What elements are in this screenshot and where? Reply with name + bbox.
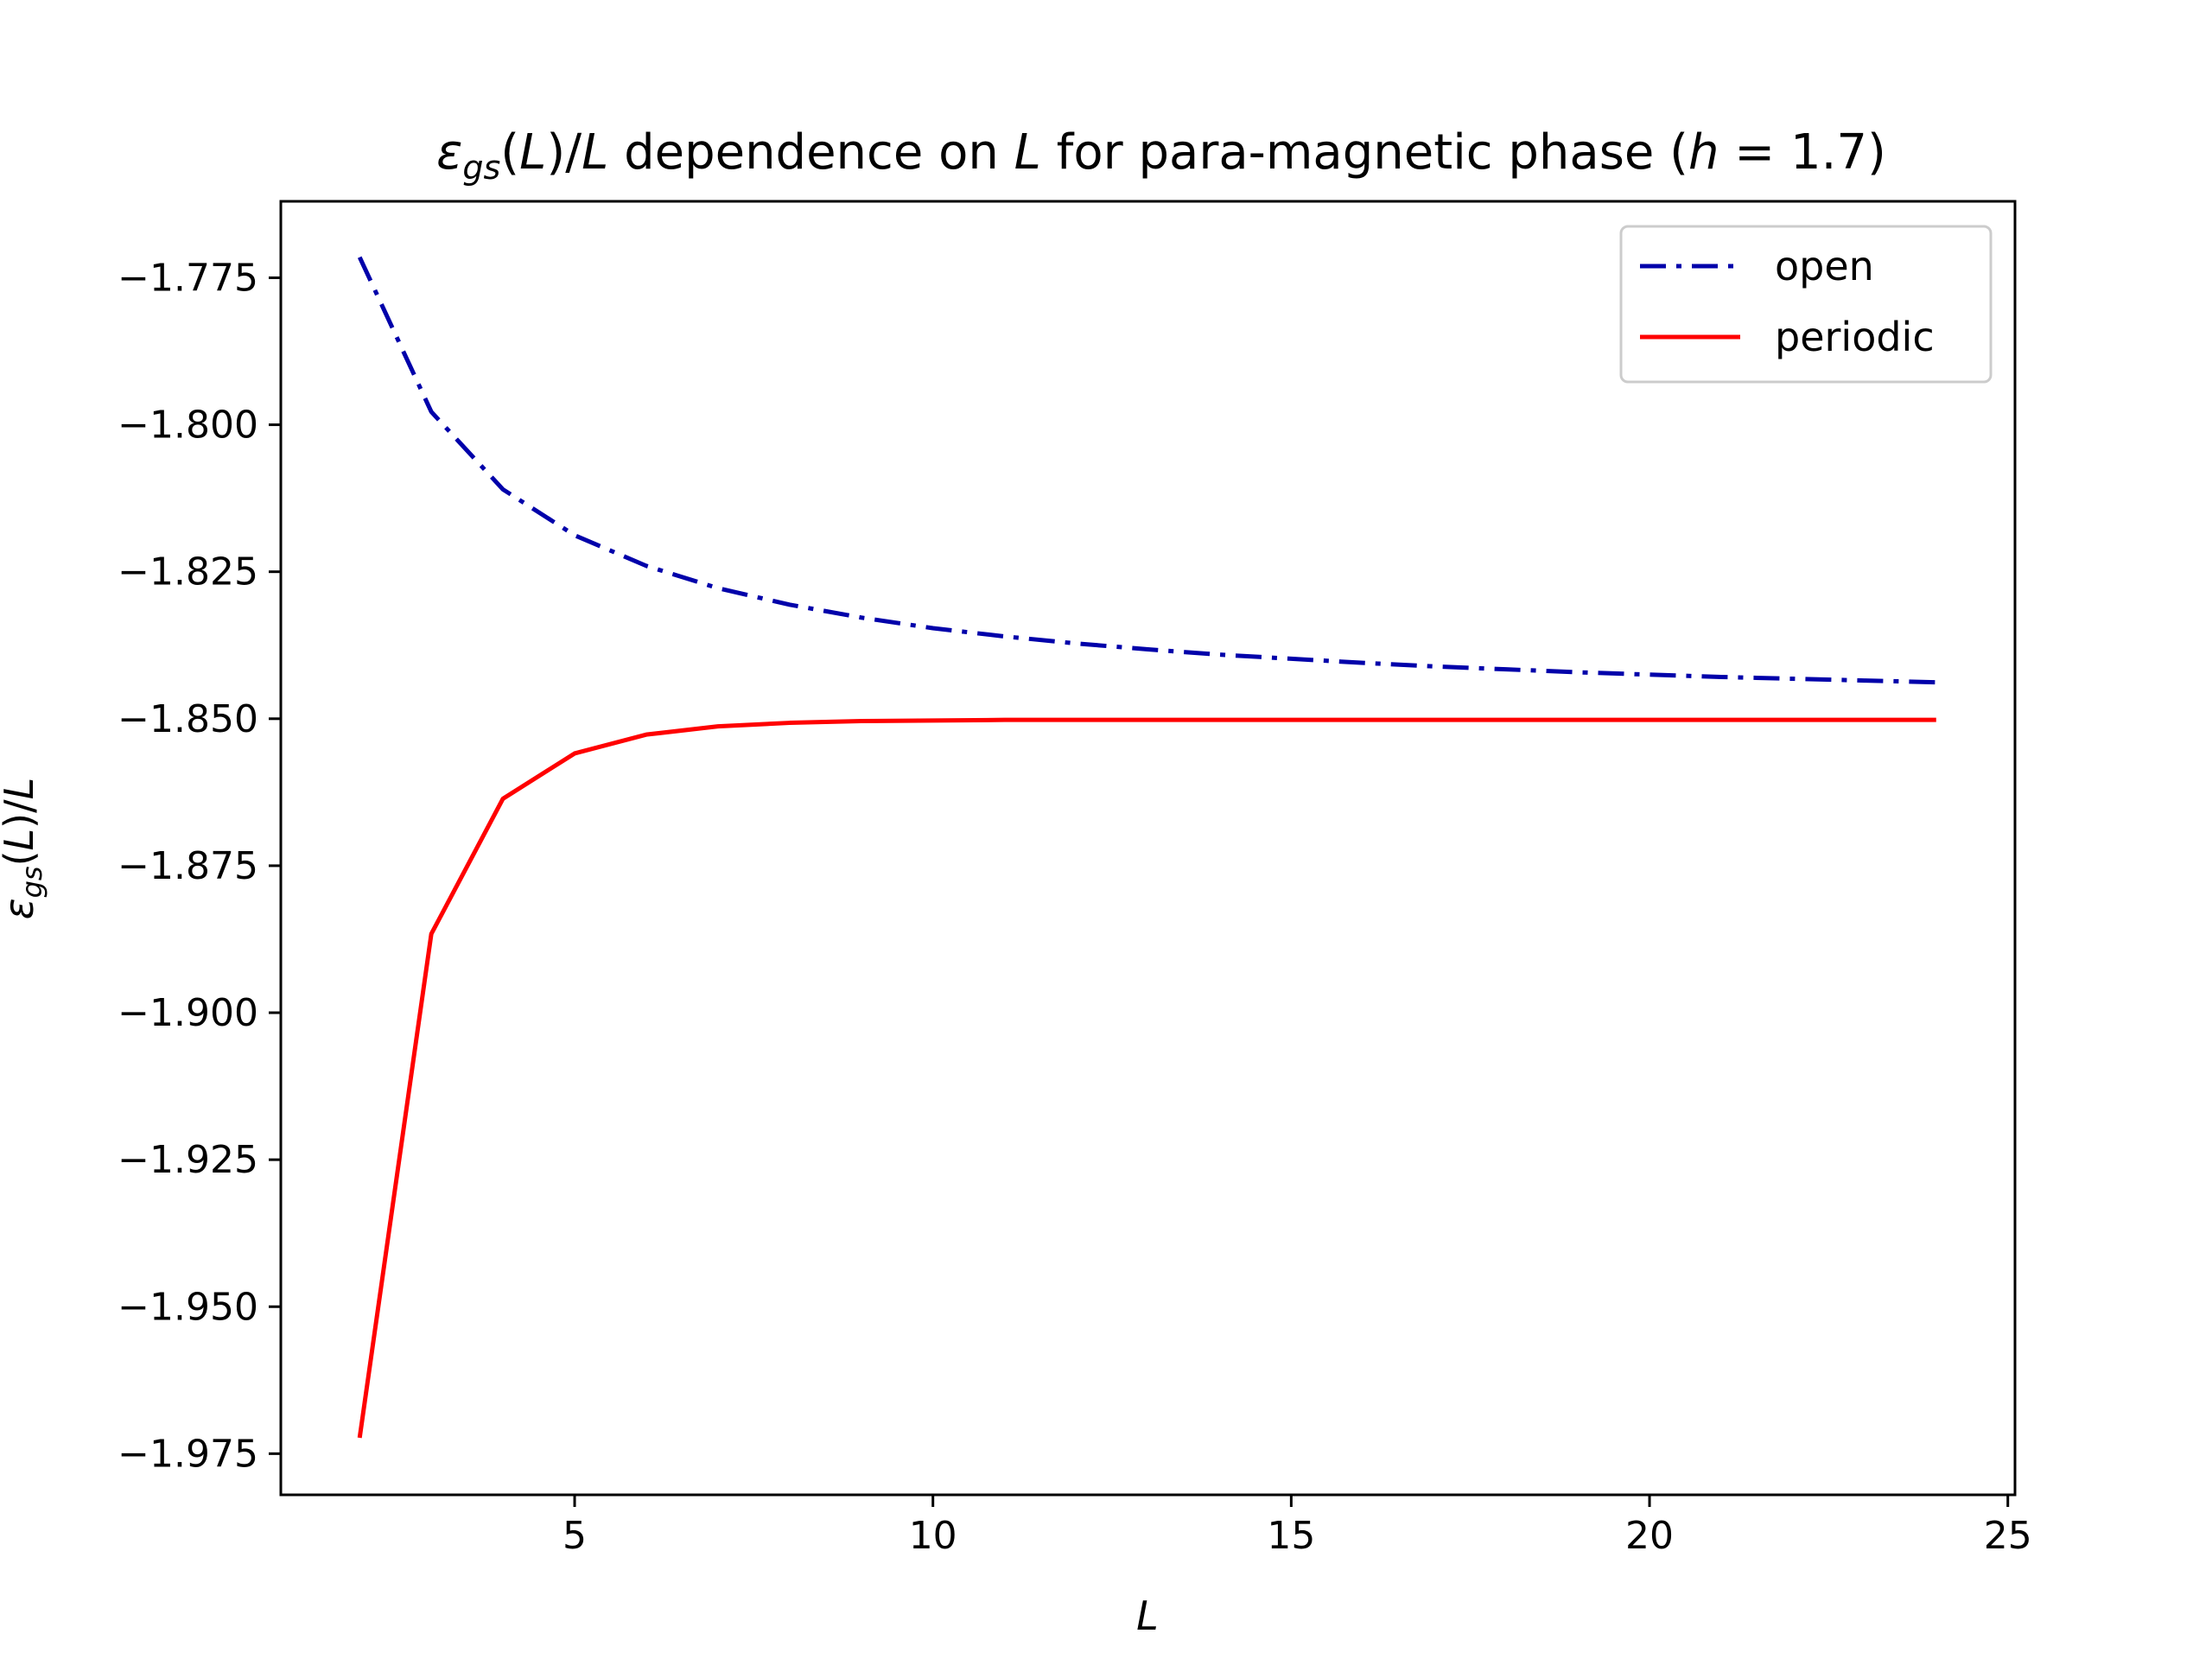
title-epsilon: ε xyxy=(436,124,462,181)
chart-title: εgs(L)/L dependence on L for para-magnet… xyxy=(436,124,1886,187)
x-tick-label: 10 xyxy=(909,1514,957,1558)
ylabel-part1: ( xyxy=(0,850,42,866)
title-part1-italic: L xyxy=(519,124,546,181)
x-axis-label: L xyxy=(1136,1592,1159,1639)
title-part2: )/ xyxy=(546,124,582,181)
series-line-periodic xyxy=(357,717,1936,1439)
series-line-open xyxy=(357,256,1936,685)
legend-label-periodic: periodic xyxy=(1775,314,1935,360)
x-tick-label: 5 xyxy=(563,1514,587,1558)
y-tick-label: −1.875 xyxy=(118,844,258,888)
ylabel-epsilon: ε xyxy=(0,898,42,919)
title-part5: = 1.7) xyxy=(1719,124,1885,181)
y-tick-label: −1.775 xyxy=(118,256,258,300)
y-tick-label: −1.825 xyxy=(118,550,258,594)
x-tick-label: 25 xyxy=(1984,1514,2032,1558)
title-part1: ( xyxy=(500,124,519,181)
title-part3: dependence on xyxy=(608,124,1014,181)
ylabel-part2: )/ xyxy=(0,799,42,829)
x-axis: 5 10 15 20 25 xyxy=(563,1495,2032,1558)
y-tick-label: −1.975 xyxy=(118,1432,258,1476)
y-tick-label: −1.850 xyxy=(118,697,258,741)
x-tick-label: 20 xyxy=(1625,1514,1674,1558)
legend: open periodic xyxy=(1619,225,1993,384)
y-axis-label: εgs(L)/L xyxy=(0,778,48,920)
y-tick-label: −1.800 xyxy=(118,404,258,448)
plot-frame xyxy=(279,200,2017,1497)
series-layer xyxy=(357,256,1936,1439)
title-part4-italic: h xyxy=(1688,124,1719,181)
title-part4: for para-magnetic phase ( xyxy=(1041,124,1688,181)
legend-label-open: open xyxy=(1775,243,1874,289)
y-axis: −1.775 −1.800 −1.825 −1.850 −1.875 −1.900 −1.9… xyxy=(118,256,281,1476)
title-subscript: gs xyxy=(462,149,500,187)
title-part2-italic: L xyxy=(582,124,608,181)
x-tick-label: 15 xyxy=(1267,1514,1315,1558)
y-tick-label: −1.925 xyxy=(118,1138,258,1182)
ylabel-part2-italic: L xyxy=(0,778,42,800)
ylabel-subscript: gs xyxy=(16,866,48,898)
title-part3-italic: L xyxy=(1014,124,1041,181)
ylabel-part1-italic: L xyxy=(0,829,42,851)
y-tick-label: −1.950 xyxy=(118,1285,258,1329)
y-tick-label: −1.900 xyxy=(118,991,258,1035)
